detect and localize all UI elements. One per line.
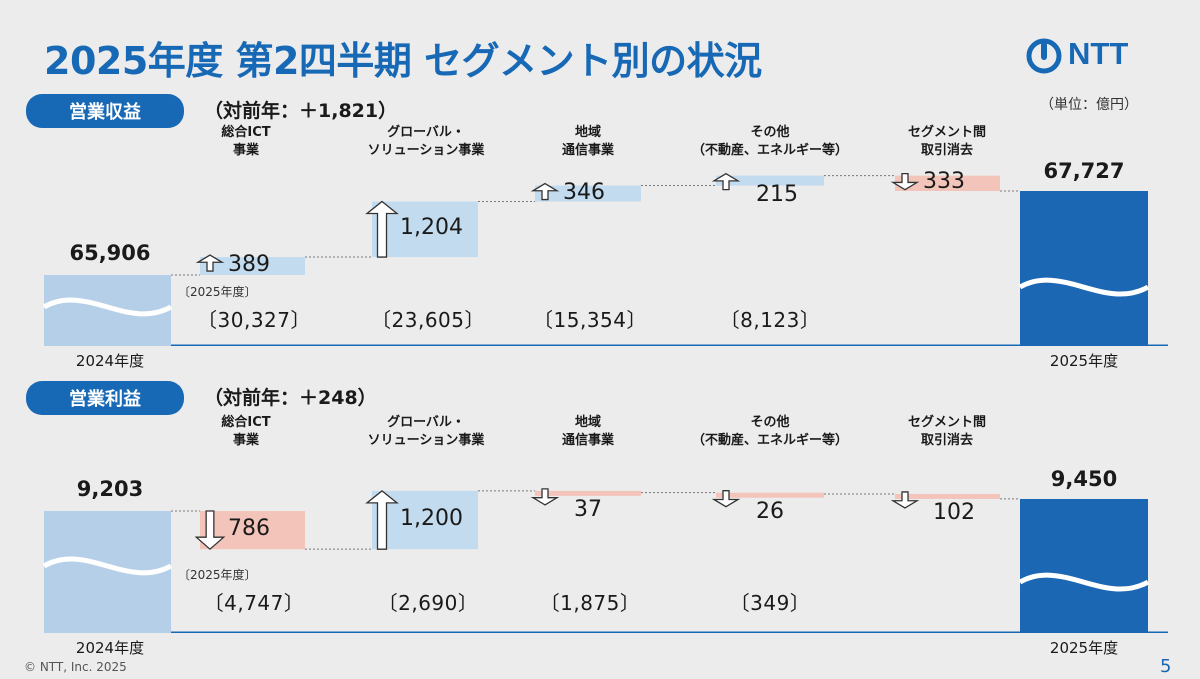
step-value-label: 215: [756, 181, 798, 207]
fy2025-value: 〔15,354〕: [533, 308, 647, 332]
fy2025-value: 〔2,690〕: [377, 591, 479, 615]
start-bar: [44, 275, 171, 346]
copyright: © NTT, Inc. 2025: [24, 660, 127, 674]
segment-header: セグメント間 取引消去: [908, 414, 986, 450]
section-label-revenue: 営業収益: [26, 94, 184, 128]
fy2025-value: 〔1,875〕: [539, 591, 641, 615]
up-arrow-icon: [365, 200, 399, 258]
segment-header-line: グローバル・: [387, 125, 465, 140]
delta-label-revenue: （対前年：＋1,821）: [204, 100, 398, 122]
up-arrow-icon: [530, 182, 560, 201]
segment-header: 地域 通信事業: [562, 124, 614, 160]
segment-header-line: 取引消去: [920, 143, 974, 158]
up-arrow-icon: [195, 254, 225, 272]
down-arrow-icon: [194, 510, 226, 551]
down-arrow-icon: [890, 172, 920, 191]
segment-header: 総合ICT 事業: [221, 124, 270, 160]
down-arrow-icon: [711, 490, 741, 508]
start-year-label: 2024年度: [75, 639, 145, 657]
revenue-waterfall-chart: 389 総合ICT 事業〔30,327〕 1,204 グローバル・ソリューション事業〔2…: [0, 46, 1200, 370]
fy2025-value: 〔4,747〕: [203, 591, 305, 615]
segment-header: 総合ICT 事業: [221, 414, 270, 450]
end-total-label: 9,450: [1050, 467, 1118, 491]
fy2025-value: 〔23,605〕: [371, 308, 485, 332]
step-value-label: 1,204: [400, 215, 463, 241]
fy2025-note: 〔2025年度〕: [178, 568, 257, 582]
step-bar: [716, 492, 824, 498]
end-bar: [1020, 499, 1148, 633]
step-bar: [200, 257, 305, 275]
step-bar: [716, 175, 824, 186]
segment-header-line: グローバル・: [387, 415, 465, 430]
step-value-label: 37: [574, 496, 602, 522]
segment-header-line: （不動産、エネルギー等）: [691, 433, 849, 448]
segment-header: グローバル・ソリューション事業: [368, 124, 485, 160]
down-arrow-icon: [890, 491, 920, 509]
profit-waterfall-chart: 786 総合ICT 事業〔4,747〕 1,200 グローバル・ソリューション事業〔2,…: [0, 333, 1200, 657]
step-value-label: 346: [563, 179, 605, 205]
segment-header: その他 （不動産、エネルギー等）: [692, 124, 848, 160]
step-bar: [895, 493, 1000, 499]
up-arrow-icon: [365, 490, 399, 550]
step-bar: [535, 490, 641, 496]
step-bar: [535, 185, 641, 202]
step-value-label: 26: [756, 498, 784, 524]
segment-header-line: 通信事業: [561, 433, 615, 448]
ntt-logo-icon: [1026, 38, 1062, 74]
down-arrow-icon: [530, 488, 560, 506]
segment-header-line: セグメント間: [907, 125, 987, 140]
segment-header-line: 総合ICT: [221, 415, 271, 430]
up-arrow-icon: [711, 172, 741, 191]
segment-header-line: ソリューション事業: [367, 433, 485, 448]
end-year-label: 2025年度: [1049, 639, 1119, 657]
segment-header-line: 総合ICT: [221, 125, 271, 140]
segment-header-line: セグメント間: [907, 415, 987, 430]
segment-header: 地域 通信事業: [562, 414, 614, 450]
logo-text: NTT: [1068, 36, 1129, 71]
segment-header-line: （不動産、エネルギー等）: [691, 143, 849, 158]
step-value-label: 389: [228, 252, 270, 278]
step-value-label: 1,200: [400, 506, 463, 532]
end-year-label: 2025年度: [1049, 352, 1119, 370]
page-number: 5: [1160, 656, 1172, 677]
segment-header-line: 通信事業: [561, 143, 615, 158]
end-bar: [1020, 191, 1148, 346]
step-value-label: 102: [933, 499, 975, 525]
segment-header: その他 （不動産、エネルギー等）: [692, 414, 848, 450]
segment-header-line: その他: [750, 125, 790, 140]
segment-header-line: 事業: [232, 143, 259, 158]
segment-header: グローバル・ソリューション事業: [368, 414, 485, 450]
segment-header: セグメント間 取引消去: [908, 124, 986, 160]
fy2025-value: 〔349〕: [729, 591, 811, 615]
delta-label-profit: （対前年：＋248）: [204, 387, 377, 409]
step-value-label: 333: [923, 169, 965, 195]
segment-header-line: 取引消去: [920, 433, 974, 448]
section-label-profit: 営業利益: [26, 381, 184, 415]
page-title: 2025年度 第2四半期 セグメント別の状況: [44, 39, 762, 83]
step-value-label: 786: [228, 516, 270, 542]
segment-header-line: 地域: [574, 415, 602, 430]
segment-header-line: 地域: [574, 125, 602, 140]
segment-header-line: 事業: [232, 433, 259, 448]
fy2025-value: 〔8,123〕: [719, 308, 821, 332]
fy2025-note: 〔2025年度〕: [178, 285, 257, 299]
segment-header-line: その他: [750, 415, 790, 430]
start-total-label: 65,906: [69, 241, 151, 265]
step-bar: [895, 175, 1000, 191]
fy2025-value: 〔30,327〕: [197, 308, 311, 332]
segment-header-line: ソリューション事業: [367, 143, 485, 158]
start-year-label: 2024年度: [75, 352, 145, 370]
end-total-label: 67,727: [1043, 159, 1125, 183]
start-total-label: 9,203: [76, 477, 144, 501]
unit-label: （単位：億円）: [1040, 97, 1138, 113]
